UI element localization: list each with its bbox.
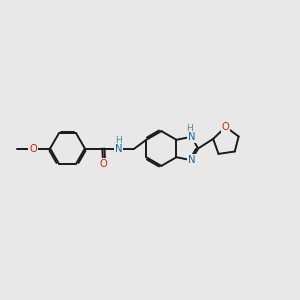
Text: N: N — [115, 143, 123, 154]
Text: N: N — [188, 132, 195, 142]
Text: O: O — [99, 159, 107, 169]
Text: O: O — [29, 143, 37, 154]
Text: O: O — [222, 122, 230, 132]
Text: H: H — [187, 124, 193, 133]
Text: N: N — [188, 155, 195, 165]
Text: H: H — [116, 136, 122, 145]
